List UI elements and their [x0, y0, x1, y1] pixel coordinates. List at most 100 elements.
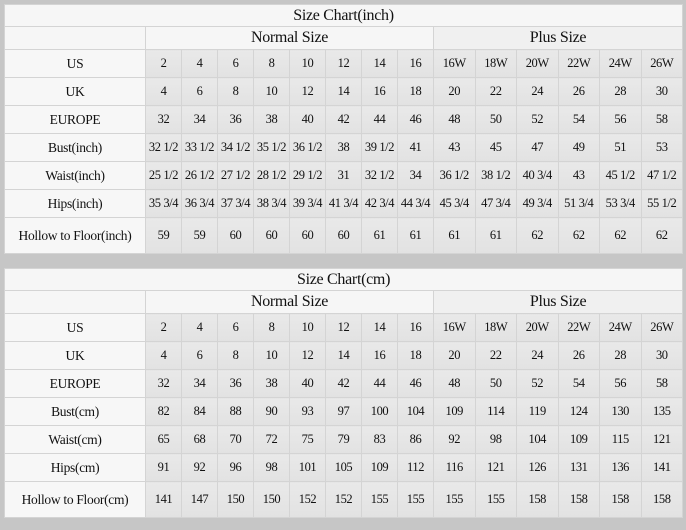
- size-value-cell: 33 1/2: [181, 133, 218, 162]
- size-value-cell: 101: [289, 453, 326, 482]
- size-value-cell: 8: [253, 49, 290, 78]
- size-value-cell: 12: [325, 313, 362, 342]
- size-value-cell: 4: [181, 49, 218, 78]
- size-value-cell: 40: [289, 105, 326, 134]
- empty-header-cell: [4, 26, 146, 50]
- size-value-cell: 109: [557, 425, 600, 454]
- size-value-cell: 50: [474, 369, 517, 398]
- size-value-cell: 96: [217, 453, 254, 482]
- size-value-cell: 60: [253, 217, 290, 254]
- size-value-cell: 14: [325, 341, 362, 370]
- size-value-cell: 8: [253, 313, 290, 342]
- size-value-cell: 155: [474, 481, 517, 518]
- size-value-cell: 45: [474, 133, 517, 162]
- row-label: Hips(cm): [4, 453, 146, 482]
- size-value-cell: 27 1/2: [217, 161, 254, 190]
- size-value-cell: 22W: [557, 49, 600, 78]
- size-value-cell: 42: [325, 105, 362, 134]
- size-value-cell: 115: [599, 425, 642, 454]
- size-value-cell: 10: [289, 49, 326, 78]
- size-value-cell: 46: [397, 369, 434, 398]
- size-value-cell: 4: [145, 341, 182, 370]
- size-value-cell: 28: [599, 341, 642, 370]
- size-value-cell: 121: [640, 425, 684, 454]
- size-value-cell: 158: [516, 481, 559, 518]
- size-value-cell: 16: [397, 49, 434, 78]
- size-value-cell: 62: [599, 217, 642, 254]
- size-value-cell: 34: [181, 369, 218, 398]
- size-value-cell: 6: [181, 77, 218, 106]
- size-value-cell: 24: [516, 341, 559, 370]
- size-value-cell: 16: [361, 341, 398, 370]
- size-value-cell: 124: [557, 397, 600, 426]
- size-value-cell: 126: [516, 453, 559, 482]
- size-value-cell: 100: [361, 397, 398, 426]
- size-value-cell: 39 1/2: [361, 133, 398, 162]
- size-value-cell: 26 1/2: [181, 161, 218, 190]
- size-value-cell: 24: [516, 77, 559, 106]
- size-value-cell: 61: [474, 217, 517, 254]
- size-value-cell: 14: [325, 77, 362, 106]
- size-value-cell: 32 1/2: [361, 161, 398, 190]
- size-value-cell: 32: [145, 105, 182, 134]
- table-row: Bust(inch) 32 1/2 33 1/2 34 1/2 35 1/2 36 1/2…: [4, 133, 684, 162]
- size-value-cell: 49 3/4: [516, 189, 559, 218]
- size-value-cell: 14: [361, 313, 398, 342]
- size-value-cell: 60: [289, 217, 326, 254]
- size-value-cell: 6: [181, 341, 218, 370]
- size-value-cell: 58: [640, 105, 684, 134]
- size-value-cell: 35 1/2: [253, 133, 290, 162]
- size-value-cell: 72: [253, 425, 290, 454]
- size-value-cell: 49: [557, 133, 600, 162]
- size-value-cell: 38: [253, 105, 290, 134]
- size-value-cell: 44: [361, 105, 398, 134]
- size-value-cell: 97: [325, 397, 362, 426]
- size-value-cell: 109: [361, 453, 398, 482]
- size-value-cell: 158: [640, 481, 684, 518]
- size-value-cell: 104: [397, 397, 434, 426]
- size-value-cell: 141: [145, 481, 182, 518]
- row-label: US: [4, 49, 146, 78]
- table-row: US 2 4 6 8 10 12 14 16 16W 18W 20W 22W 24W 26W: [4, 313, 684, 342]
- table-row: Hollow to Floor(inch) 59 59 60 60 60 60 61 61 61 6…: [4, 217, 684, 254]
- size-value-cell: 150: [253, 481, 290, 518]
- size-value-cell: 32 1/2: [145, 133, 182, 162]
- size-value-cell: 20: [433, 341, 476, 370]
- normal-size-header: Normal Size: [145, 290, 434, 314]
- size-value-cell: 51: [599, 133, 642, 162]
- size-value-cell: 6: [217, 313, 254, 342]
- size-value-cell: 36 1/2: [289, 133, 326, 162]
- size-value-cell: 92: [181, 453, 218, 482]
- size-value-cell: 68: [181, 425, 218, 454]
- size-value-cell: 52: [516, 369, 559, 398]
- size-value-cell: 79: [325, 425, 362, 454]
- row-label: UK: [4, 77, 146, 106]
- row-label: US: [4, 313, 146, 342]
- normal-size-header: Normal Size: [145, 26, 434, 50]
- row-label: Waist(inch): [4, 161, 146, 190]
- size-value-cell: 43: [557, 161, 600, 190]
- size-value-cell: 105: [325, 453, 362, 482]
- empty-header-cell: [4, 290, 146, 314]
- size-value-cell: 38 1/2: [474, 161, 517, 190]
- table-row: Hips(inch) 35 3/4 36 3/4 37 3/4 38 3/4 39 3/4…: [4, 189, 684, 218]
- size-value-cell: 28 1/2: [253, 161, 290, 190]
- size-value-cell: 44: [361, 369, 398, 398]
- size-value-cell: 147: [181, 481, 218, 518]
- size-value-cell: 61: [361, 217, 398, 254]
- size-value-cell: 45 1/2: [599, 161, 642, 190]
- size-value-cell: 40 3/4: [516, 161, 559, 190]
- size-value-cell: 44 3/4: [397, 189, 434, 218]
- size-value-cell: 121: [474, 453, 517, 482]
- chart-title: Size Chart(inch): [3, 4, 684, 27]
- size-value-cell: 53: [640, 133, 684, 162]
- size-value-cell: 12: [289, 77, 326, 106]
- size-value-cell: 8: [217, 77, 254, 106]
- size-value-cell: 155: [361, 481, 398, 518]
- size-value-cell: 158: [599, 481, 642, 518]
- size-value-cell: 60: [217, 217, 254, 254]
- size-value-cell: 4: [145, 77, 182, 106]
- size-value-cell: 46: [397, 105, 434, 134]
- size-value-cell: 112: [397, 453, 434, 482]
- size-chart-cm: Size Chart(cm) Normal Size Plus Size US 2 4 6 8…: [3, 268, 684, 518]
